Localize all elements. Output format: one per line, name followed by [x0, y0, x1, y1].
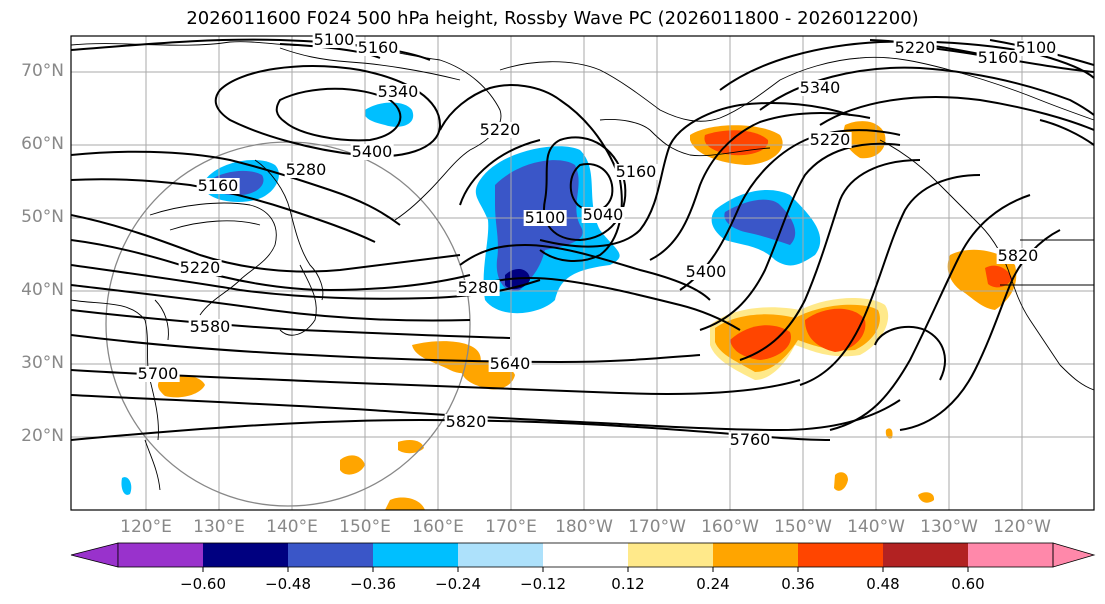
lon-label-130e: 130°E [193, 517, 245, 537]
lon-label-170w: 170°W [628, 517, 686, 537]
contour-label: 5220 [808, 130, 852, 149]
contour-label: 5820 [996, 246, 1040, 265]
contour-label: 5580 [188, 317, 232, 336]
colorbar-tick-label: 0.24 [696, 575, 730, 593]
lon-label-150e: 150°E [339, 517, 391, 537]
contour-label: 5040 [581, 205, 625, 224]
coastlines [71, 41, 1094, 491]
map-title: 2026011600 F024 500 hPa height, Rossby W… [186, 8, 919, 29]
colorbar-tick-label: 0.12 [611, 575, 645, 593]
lat-label-50n: 50°N [21, 207, 64, 227]
contour-label: 5400 [350, 142, 394, 161]
contour-label: 5700 [136, 364, 180, 383]
lat-label-40n: 40°N [21, 280, 64, 300]
contour-label: 5820 [444, 412, 488, 431]
contour-label: 5760 [728, 430, 772, 449]
lon-label-150w: 150°W [774, 517, 832, 537]
lon-label-120e: 120°E [120, 517, 172, 537]
height-contours [71, 38, 1094, 441]
contour-label: 5400 [684, 262, 728, 281]
contour-label: 5160 [356, 38, 400, 57]
colorbar-tick-label: −0.60 [180, 575, 226, 593]
lon-label-140w: 140°W [847, 517, 905, 537]
contour-label: 5160 [614, 162, 658, 181]
lat-label-60n: 60°N [21, 134, 64, 154]
lat-label-70n: 70°N [21, 61, 64, 81]
contour-label: 5340 [798, 78, 842, 97]
lon-label-160w: 160°W [701, 517, 759, 537]
lon-label-140e: 140°E [266, 517, 318, 537]
contour-label: 5100 [312, 30, 356, 49]
contour-label: 5220 [178, 258, 222, 277]
contour-label: 5220 [478, 120, 522, 139]
map-frame [70, 35, 1095, 511]
lon-label-120w: 120°W [993, 517, 1051, 537]
colorbar-tick-label: 0.60 [951, 575, 985, 593]
lon-label-180w: 180°W [555, 517, 613, 537]
contour-label: 5220 [893, 38, 937, 57]
lat-label-30n: 30°N [21, 353, 64, 373]
lon-label-170e: 170°E [485, 517, 537, 537]
colorbar-tick-label: −0.12 [520, 575, 566, 593]
colorbar-tick-label: −0.24 [435, 575, 481, 593]
lon-label-160e: 160°E [412, 517, 464, 537]
lon-label-130w: 130°W [920, 517, 978, 537]
contour-label: 5280 [456, 278, 500, 297]
colorbar-tick-label: 0.48 [866, 575, 900, 593]
contour-label: 5100 [1014, 38, 1058, 57]
colorbar-tick-label: 0.36 [781, 575, 815, 593]
lat-label-20n: 20°N [21, 426, 64, 446]
contour-label: 5160 [196, 176, 240, 195]
graticule [71, 36, 1094, 510]
contour-label: 5640 [488, 354, 532, 373]
contour-label: 5340 [376, 82, 420, 101]
contour-label: 5100 [523, 208, 567, 227]
colorbar-tick-label: −0.48 [265, 575, 311, 593]
colorbar [70, 542, 1096, 572]
contour-label: 5160 [976, 48, 1020, 67]
contour-label: 5280 [284, 160, 328, 179]
colorbar-tick-label: −0.36 [350, 575, 396, 593]
